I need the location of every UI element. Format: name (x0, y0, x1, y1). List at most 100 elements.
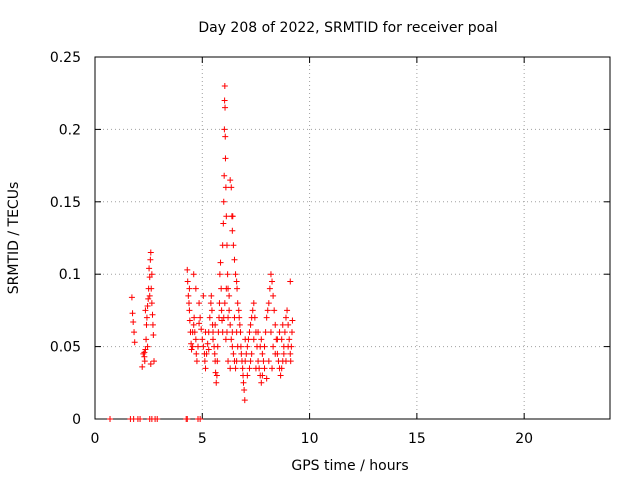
data-point (185, 300, 192, 307)
data-point (128, 294, 135, 301)
data-point (233, 278, 240, 285)
data-point (286, 336, 293, 343)
data-point (252, 365, 259, 372)
data-point (195, 343, 201, 350)
data-point (189, 329, 196, 336)
data-point (271, 307, 278, 314)
data-point (143, 336, 150, 343)
data-point (223, 329, 230, 336)
data-point (188, 346, 195, 353)
data-point (184, 416, 191, 422)
data-point (188, 340, 195, 347)
data-point (239, 365, 246, 372)
data-point (141, 349, 148, 356)
data-point (217, 259, 224, 266)
data-points (107, 82, 296, 422)
data-point (214, 343, 221, 350)
data-point (146, 292, 153, 299)
data-point (287, 278, 294, 285)
data-point (231, 314, 238, 321)
data-point (223, 213, 230, 220)
data-point (224, 271, 231, 278)
data-point (229, 343, 236, 350)
data-point (221, 172, 228, 179)
data-point (185, 292, 192, 299)
data-point (190, 321, 197, 328)
data-point (228, 336, 235, 343)
data-point (249, 307, 256, 314)
data-point (184, 278, 191, 285)
data-point (218, 285, 225, 292)
data-point (234, 300, 241, 307)
data-point (207, 300, 214, 307)
y-tick-label: 0.15 (50, 195, 81, 211)
data-point (259, 350, 266, 357)
data-point (267, 329, 274, 336)
data-point (197, 416, 204, 422)
data-point (107, 416, 114, 422)
data-point (246, 329, 253, 336)
data-point (262, 329, 269, 336)
data-point (222, 336, 229, 343)
data-point (227, 177, 234, 184)
data-point (141, 358, 148, 365)
data-point (282, 358, 289, 365)
data-point (229, 227, 236, 234)
data-point (226, 307, 233, 314)
grid-lines (95, 57, 610, 419)
data-point (250, 300, 257, 307)
data-point (250, 336, 257, 343)
data-point (220, 198, 227, 205)
y-axis-label: SRMTID / TECUs (6, 182, 22, 295)
data-point (221, 97, 228, 104)
data-point (242, 358, 249, 365)
data-point (233, 329, 240, 336)
data-point (147, 249, 154, 256)
data-point (232, 365, 239, 372)
data-point (144, 343, 151, 350)
data-point (220, 220, 227, 227)
data-point (265, 300, 272, 307)
data-point (267, 271, 274, 278)
data-point (206, 314, 213, 321)
data-point (193, 358, 200, 365)
data-point (278, 365, 285, 372)
x-axis-label: GPS time / hours (291, 458, 408, 474)
data-point (222, 155, 229, 162)
data-point (205, 346, 212, 353)
y-tick-label: 0.25 (50, 50, 81, 66)
data-point (244, 343, 251, 350)
data-point (192, 336, 199, 343)
data-point (200, 343, 207, 350)
data-point (223, 285, 230, 292)
data-point (232, 271, 239, 278)
data-point (241, 397, 248, 404)
data-point (230, 350, 237, 357)
data-point (230, 242, 237, 249)
data-point (255, 329, 262, 336)
data-point (228, 184, 235, 191)
data-point (263, 314, 270, 321)
data-point (190, 271, 197, 278)
data-point (261, 365, 268, 372)
data-point (148, 271, 155, 278)
data-point (199, 336, 206, 343)
data-point (242, 336, 249, 343)
data-point (213, 372, 220, 379)
data-point (246, 365, 253, 372)
data-point (276, 329, 283, 336)
data-point (211, 350, 218, 357)
data-point (197, 314, 204, 321)
data-point (234, 285, 241, 292)
data-point (143, 321, 150, 328)
data-point (272, 321, 279, 328)
data-point (234, 343, 241, 350)
data-point (204, 340, 211, 347)
data-point (131, 339, 138, 346)
data-point (247, 358, 254, 365)
data-point (193, 350, 200, 357)
data-point (140, 350, 147, 357)
data-point (260, 358, 267, 365)
data-point (147, 360, 154, 367)
